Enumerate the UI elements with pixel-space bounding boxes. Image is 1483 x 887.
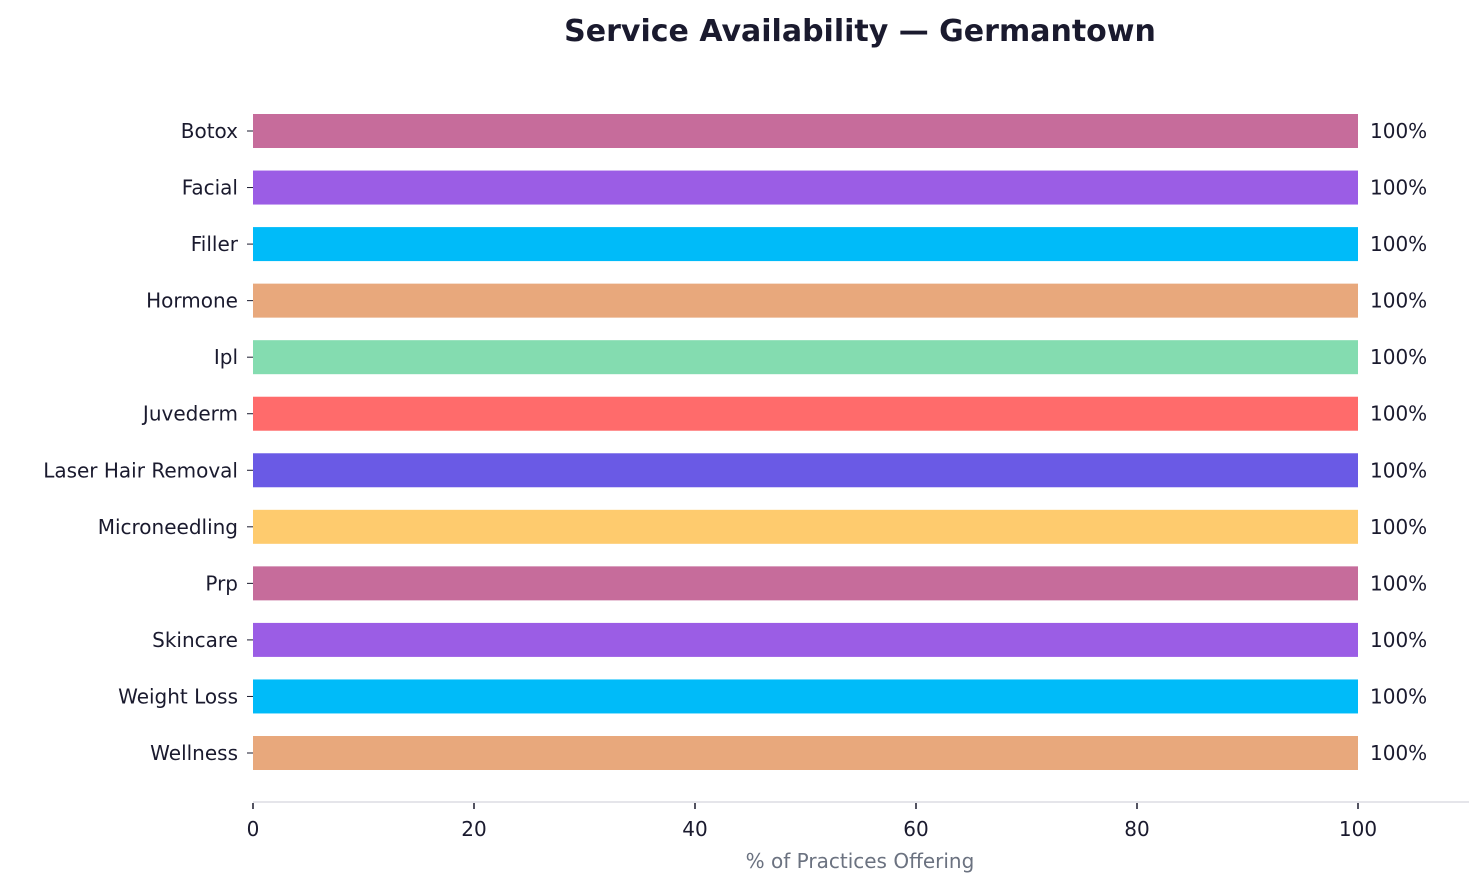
data-label: 100%: [1370, 402, 1427, 426]
bar: [253, 340, 1358, 375]
data-label: 100%: [1370, 458, 1427, 482]
y-tick-label: Laser Hair Removal: [43, 458, 238, 482]
data-label: 100%: [1370, 571, 1427, 595]
data-label: 100%: [1370, 119, 1427, 143]
y-tick-label: Filler: [191, 232, 239, 256]
bar: [253, 396, 1358, 431]
bar: [253, 622, 1358, 657]
bar: [253, 679, 1358, 714]
bar: [253, 509, 1358, 544]
x-tick-label: 80: [1124, 817, 1149, 841]
bar: [253, 566, 1358, 601]
y-tick-label: Microneedling: [98, 515, 238, 539]
bar: [253, 170, 1358, 205]
y-tick-label: Skincare: [152, 628, 238, 652]
y-tick-label: Hormone: [146, 289, 238, 313]
x-tick-label: 40: [682, 817, 707, 841]
data-label: 100%: [1370, 176, 1427, 200]
x-tick-label: 0: [247, 817, 260, 841]
y-tick-label: Ipl: [214, 345, 238, 369]
y-tick-label: Juvederm: [141, 402, 238, 426]
x-tick-label: 20: [461, 817, 486, 841]
data-label: 100%: [1370, 515, 1427, 539]
y-tick-label: Wellness: [150, 741, 238, 765]
data-label: 100%: [1370, 232, 1427, 256]
y-tick-label: Facial: [182, 176, 238, 200]
y-tick-label: Prp: [205, 571, 238, 595]
bar: [253, 283, 1358, 318]
chart-title: Service Availability — Germantown: [564, 14, 1156, 49]
data-label: 100%: [1370, 628, 1427, 652]
data-label: 100%: [1370, 684, 1427, 708]
bar: [253, 453, 1358, 488]
bar: [253, 736, 1358, 770]
bar: [253, 227, 1358, 262]
data-label: 100%: [1370, 289, 1427, 313]
x-tick-label: 100: [1339, 817, 1377, 841]
data-label: 100%: [1370, 345, 1427, 369]
y-tick-label: Weight Loss: [118, 684, 238, 708]
bar: [253, 114, 1358, 148]
x-tick-label: 60: [903, 817, 928, 841]
x-axis-label: % of Practices Offering: [746, 849, 975, 873]
data-label: 100%: [1370, 741, 1427, 765]
y-tick-label: Botox: [181, 119, 238, 143]
